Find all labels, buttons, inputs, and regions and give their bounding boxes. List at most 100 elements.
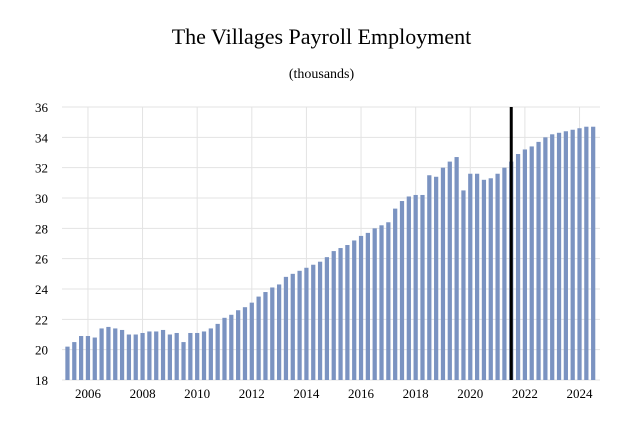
bar (488, 178, 493, 380)
bar (536, 141, 541, 380)
bar (345, 245, 350, 380)
bar (92, 337, 97, 380)
bar (195, 332, 200, 380)
bar (304, 267, 309, 380)
bar (256, 296, 261, 380)
y-tick-label: 18 (35, 373, 48, 388)
bar (324, 257, 330, 380)
bar (358, 235, 364, 380)
bar (502, 167, 507, 380)
x-tick-label: 2008 (130, 386, 156, 401)
bar (563, 131, 568, 380)
x-tick-label: 2016 (348, 386, 375, 401)
bar (379, 225, 384, 380)
y-tick-label: 22 (35, 312, 48, 327)
bar (481, 179, 487, 380)
bar (556, 132, 562, 380)
chart-subtitle: (thousands) (288, 67, 355, 82)
bar (529, 146, 534, 380)
bar (147, 331, 152, 380)
bar (201, 331, 207, 380)
bar (461, 190, 466, 380)
x-tick-label: 2014 (293, 386, 320, 401)
bar (160, 329, 166, 380)
bar (413, 194, 418, 380)
bar (515, 154, 521, 380)
bar (468, 173, 473, 380)
bar (434, 176, 439, 380)
bar (249, 302, 254, 380)
bar (365, 232, 370, 380)
y-tick-label: 30 (35, 191, 48, 206)
bar (495, 173, 500, 380)
bar (113, 328, 118, 380)
bar (276, 284, 282, 380)
bar-series (65, 126, 596, 380)
bar (338, 248, 343, 380)
bar (188, 332, 193, 380)
x-tick-label: 2020 (457, 386, 483, 401)
bar (229, 314, 234, 380)
bar (242, 307, 248, 380)
bar (393, 208, 398, 380)
bar (133, 334, 138, 380)
bar (474, 173, 480, 380)
bar (65, 346, 70, 380)
x-tick-label: 2022 (512, 386, 538, 401)
x-tick-label: 2024 (567, 386, 594, 401)
bar (447, 161, 452, 380)
y-tick-label: 32 (35, 161, 48, 176)
bar (522, 149, 528, 380)
bar (406, 196, 411, 380)
bar (290, 273, 295, 380)
bar (99, 328, 104, 380)
bar (181, 342, 186, 380)
bar (352, 240, 357, 380)
y-tick-label: 34 (35, 130, 49, 145)
bar (427, 175, 432, 380)
x-axis: 2006 2008 2010 2012 2014 2016 2018 2020 2022 2024 (75, 386, 593, 401)
y-tick-label: 36 (35, 100, 49, 115)
bar (420, 194, 425, 380)
bar (543, 137, 548, 380)
bar (386, 222, 391, 380)
y-tick-label: 28 (35, 221, 48, 236)
chart-title: The Villages Payroll Employment (171, 24, 472, 49)
bar (79, 336, 84, 380)
bar (208, 328, 213, 380)
bar (399, 201, 405, 380)
bar (119, 329, 125, 380)
bar (215, 323, 220, 380)
x-tick-label: 2018 (403, 386, 429, 401)
bar (550, 134, 555, 380)
bar (222, 317, 227, 380)
bar (440, 167, 446, 380)
y-tick-label: 26 (35, 252, 49, 267)
bar (85, 336, 91, 380)
bar (106, 326, 111, 380)
bar (591, 126, 596, 380)
bar (167, 334, 172, 380)
bar (236, 310, 241, 380)
bar (331, 251, 336, 380)
bar (372, 228, 377, 380)
bar (263, 292, 268, 380)
bar (140, 332, 145, 380)
y-axis: 18 20 22 24 26 28 30 32 34 36 (35, 100, 49, 388)
x-tick-label: 2010 (184, 386, 210, 401)
bar (154, 331, 159, 380)
bar (174, 332, 179, 380)
bar (577, 128, 582, 380)
bar (584, 126, 589, 380)
bar (126, 334, 132, 380)
y-tick-label: 20 (35, 343, 48, 358)
bar (454, 157, 459, 380)
bar (570, 129, 575, 380)
bar (311, 264, 316, 380)
bar (317, 261, 323, 380)
x-tick-label: 2006 (75, 386, 102, 401)
y-tick-label: 24 (35, 282, 49, 297)
x-tick-label: 2012 (239, 386, 265, 401)
bar (297, 270, 302, 380)
